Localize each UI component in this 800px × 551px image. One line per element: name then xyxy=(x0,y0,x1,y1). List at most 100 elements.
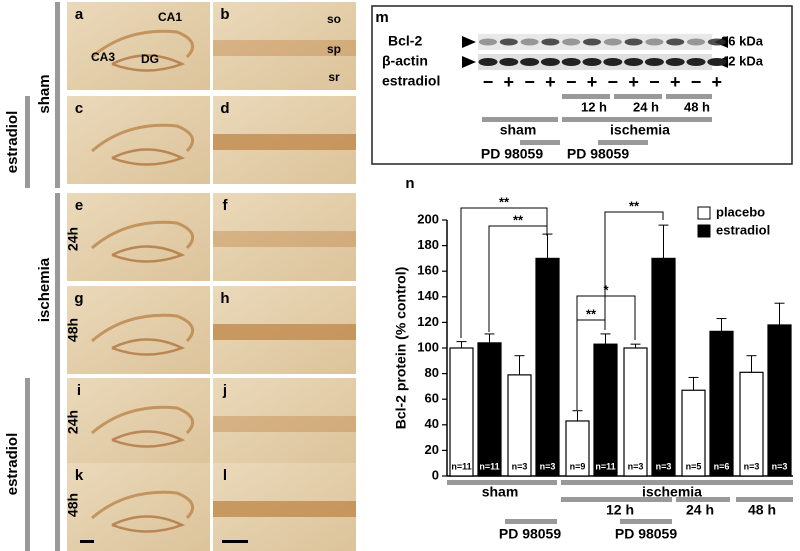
group-bar xyxy=(55,2,60,188)
dentate-gyrus xyxy=(111,148,186,166)
time-label: 48 h xyxy=(748,502,776,518)
scale-bar xyxy=(80,540,94,543)
group-bar xyxy=(25,96,30,188)
sign: − xyxy=(608,72,619,92)
layer-label: sp xyxy=(327,42,341,56)
group-label: sham xyxy=(482,484,519,500)
n-label: n=11 xyxy=(595,461,615,471)
significance-label: * xyxy=(603,282,609,297)
significance-label: ** xyxy=(499,194,510,209)
band xyxy=(707,58,727,66)
micrograph xyxy=(213,378,356,466)
y-tick-label: 140 xyxy=(417,288,439,303)
significance-bracket xyxy=(576,295,636,410)
time-bar xyxy=(561,497,672,502)
inhibitor-label: PD 98059 xyxy=(567,146,629,162)
arrowhead xyxy=(462,36,476,48)
y-tick-label: 160 xyxy=(417,263,439,278)
bar xyxy=(593,343,618,477)
bar xyxy=(767,324,792,477)
group-bar xyxy=(447,480,557,485)
pyramidal-band xyxy=(213,501,356,517)
panel-label: n xyxy=(405,175,414,192)
band xyxy=(603,38,622,46)
band xyxy=(499,58,519,66)
sign: − xyxy=(524,72,535,92)
panel-label: h xyxy=(220,290,229,307)
panel-label: a xyxy=(75,6,84,23)
dentate-gyrus xyxy=(111,338,186,356)
band xyxy=(561,58,581,66)
group-bar xyxy=(482,117,558,122)
n-label: n=9 xyxy=(570,461,586,471)
significance-label: ** xyxy=(586,306,597,321)
group-label: ischemia xyxy=(610,122,670,138)
bar xyxy=(709,330,734,477)
time-label: 48h xyxy=(65,318,81,342)
band xyxy=(478,58,498,66)
band xyxy=(499,38,518,46)
legend-swatch xyxy=(697,224,711,238)
significance-bracket xyxy=(488,225,548,332)
y-tick-label: 180 xyxy=(417,237,439,252)
group-label: sham xyxy=(36,74,53,113)
pyramidal-band xyxy=(213,416,356,432)
hippocampus-layer xyxy=(91,123,195,153)
bar xyxy=(739,371,764,477)
hippocampus-layer xyxy=(91,405,195,435)
band xyxy=(583,38,601,46)
protein-label: β-actin xyxy=(382,53,428,69)
micrograph xyxy=(67,193,210,281)
panel-label: l xyxy=(223,467,227,484)
y-tick-label: 60 xyxy=(425,391,439,406)
n-label: n=3 xyxy=(628,461,644,471)
significance-bracket xyxy=(460,207,548,338)
bar xyxy=(449,347,474,477)
time-label: 24h xyxy=(65,227,81,251)
inhibitor-bar xyxy=(598,140,648,145)
group-bar xyxy=(55,193,60,551)
group-label: sham xyxy=(500,122,537,138)
bar xyxy=(565,420,590,477)
size-label: 26 kDa xyxy=(721,33,764,48)
layer-label: so xyxy=(327,12,341,26)
panel-label: b xyxy=(220,6,229,23)
band xyxy=(624,38,643,46)
sign: + xyxy=(712,72,723,92)
inhibitor-bar xyxy=(505,519,557,524)
y-tick-label: 40 xyxy=(425,416,439,431)
panel-label: f xyxy=(223,197,229,214)
group-bar xyxy=(561,480,793,485)
sign: − xyxy=(691,72,702,92)
group-bar xyxy=(25,378,30,551)
bar xyxy=(477,342,502,477)
band xyxy=(686,58,706,66)
sign: + xyxy=(670,72,681,92)
band xyxy=(645,38,664,46)
time-bar xyxy=(614,94,662,99)
panel-label: j xyxy=(222,382,227,399)
bar xyxy=(623,347,648,477)
micrograph xyxy=(67,378,210,466)
panel-label: m xyxy=(375,9,388,26)
n-label: n=6 xyxy=(714,461,730,471)
band xyxy=(540,58,560,66)
time-label: 12 h xyxy=(581,99,607,114)
group-label: ischemia xyxy=(642,484,702,500)
time-label: 24 h xyxy=(633,99,659,114)
group-bar xyxy=(562,117,712,122)
region-label: DG xyxy=(141,52,159,66)
time-bar xyxy=(676,497,730,502)
n-label: n=3 xyxy=(512,461,528,471)
n-label: n=3 xyxy=(656,461,672,471)
group-label: ischemia xyxy=(36,257,53,322)
micrograph xyxy=(67,286,210,374)
legend-swatch xyxy=(697,206,711,220)
band xyxy=(624,58,644,66)
band xyxy=(665,58,685,66)
n-label: n=5 xyxy=(686,461,702,471)
n-label: n=11 xyxy=(479,461,499,471)
protein-label: Bcl-2 xyxy=(388,33,422,49)
size-label: 42 kDa xyxy=(721,53,764,68)
